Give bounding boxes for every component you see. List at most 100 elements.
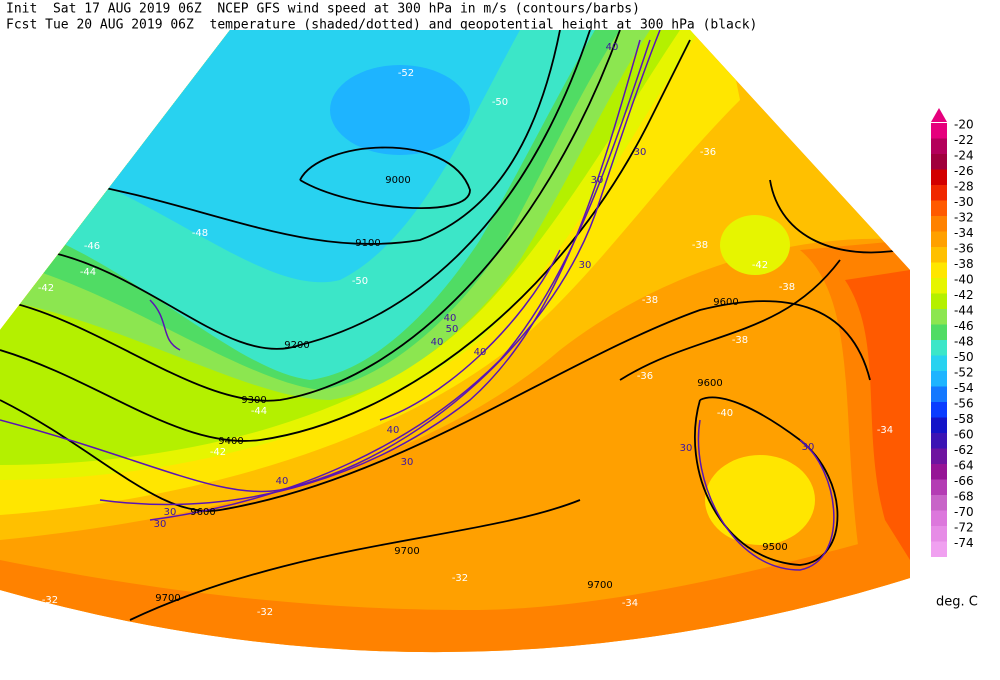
temperature-label: -48 xyxy=(192,228,208,239)
colorbar-label: -46 xyxy=(954,319,974,333)
colorbar-swatch xyxy=(931,278,947,294)
colorbar-swatch xyxy=(931,169,947,185)
colorbar-swatch xyxy=(931,154,947,170)
colorbar-swatch xyxy=(931,526,947,542)
temperature-label: -38 xyxy=(779,282,795,293)
colorbar-swatch xyxy=(931,448,947,464)
wind-label: 30 xyxy=(634,147,647,158)
colorbar-label: -52 xyxy=(954,366,974,380)
colorbar-label: -74 xyxy=(954,536,974,550)
colorbar-swatch xyxy=(931,293,947,309)
colorbar-swatch xyxy=(931,371,947,387)
colorbar-swatch xyxy=(931,324,947,340)
colorbar-swatch xyxy=(931,495,947,511)
wind-label: 30 xyxy=(164,507,177,518)
wind-label: 30 xyxy=(154,519,167,530)
height-label: 9700 xyxy=(155,593,180,604)
colorbar-swatch xyxy=(931,231,947,247)
colorbar-label: -70 xyxy=(954,505,974,519)
colorbar-swatch xyxy=(931,138,947,154)
wind-label: 30 xyxy=(680,443,693,454)
colorbar-swatch xyxy=(931,200,947,216)
temperature-label: -38 xyxy=(732,335,748,346)
colorbar-swatch xyxy=(931,309,947,325)
colorbar-swatch xyxy=(931,510,947,526)
colorbar-label: -22 xyxy=(954,133,974,147)
colorbar-swatch xyxy=(931,340,947,356)
colorbar-label: -24 xyxy=(954,149,974,163)
colorbar-label: -72 xyxy=(954,521,974,535)
colorbar-label: -66 xyxy=(954,474,974,488)
colorbar-swatch xyxy=(931,262,947,278)
colorbar-label: -42 xyxy=(954,288,974,302)
wind-label: 30 xyxy=(401,457,414,468)
colorbar-swatch xyxy=(931,402,947,418)
colorbar-swatch xyxy=(931,247,947,263)
colorbar-swatch xyxy=(931,185,947,201)
temperature-label: -32 xyxy=(42,595,58,606)
colorbar-label: -58 xyxy=(954,412,974,426)
temperature-label: -42 xyxy=(210,447,226,458)
height-label: 9400 xyxy=(218,436,243,447)
colorbar-label: -54 xyxy=(954,381,974,395)
colorbar-label: -56 xyxy=(954,397,974,411)
header-line: Init Sat 17 AUG 2019 06Z NCEP GFS wind s… xyxy=(6,2,640,17)
colorbar-swatch xyxy=(931,433,947,449)
wind-label: 30 xyxy=(579,260,592,271)
temperature-label: -34 xyxy=(877,425,893,436)
wind-contours xyxy=(0,30,835,571)
colorbar-label: -44 xyxy=(954,304,974,318)
height-label: 9600 xyxy=(190,507,215,518)
colorbar-label: -40 xyxy=(954,273,974,287)
height-label: 9200 xyxy=(284,340,309,351)
colorbar-label: -26 xyxy=(954,164,974,178)
temperature-label: -42 xyxy=(38,283,54,294)
colorbar-label: -30 xyxy=(954,195,974,209)
height-label: 9000 xyxy=(385,175,410,186)
colorbar-swatch xyxy=(931,541,947,557)
colorbar-swatch xyxy=(931,386,947,402)
colorbar-label: -32 xyxy=(954,211,974,225)
shade xyxy=(0,530,910,653)
colorbar-swatch xyxy=(931,216,947,232)
colorbar-swatch xyxy=(931,123,947,139)
wind-label: 30 xyxy=(802,442,815,453)
colorbar-label: -50 xyxy=(954,350,974,364)
temperature-label: -44 xyxy=(251,406,267,417)
height-label: 9100 xyxy=(355,238,380,249)
colorbar: -20-22-24-26-28-30-32-34-36-38-40-42-44-… xyxy=(931,118,974,557)
colorbar-label: -68 xyxy=(954,490,974,504)
colorbar-label: -62 xyxy=(954,443,974,457)
colorbar-swatch xyxy=(931,417,947,433)
temperature-label: -50 xyxy=(492,97,508,108)
wind-label: 40 xyxy=(276,476,289,487)
wind-label: 40 xyxy=(606,42,619,53)
colorbar-unit: deg. C xyxy=(936,595,978,610)
temperature-label: -44 xyxy=(80,267,96,278)
shade xyxy=(845,270,910,560)
wind-label: 40 xyxy=(474,347,487,358)
colorbar-label: -64 xyxy=(954,459,974,473)
height-label: 9300 xyxy=(241,395,266,406)
temperature-label: -32 xyxy=(452,573,468,584)
colorbar-swatch xyxy=(931,355,947,371)
shade xyxy=(720,215,790,275)
colorbar-swatch xyxy=(931,464,947,480)
colorbar-label: -36 xyxy=(954,242,974,256)
colorbar-label: -60 xyxy=(954,428,974,442)
wind-label: 50 xyxy=(446,324,459,335)
colorbar-label: -48 xyxy=(954,335,974,349)
colorbar-label: -28 xyxy=(954,180,974,194)
temperature-label: -52 xyxy=(398,68,414,79)
colorbar-arrow xyxy=(931,108,947,122)
temperature-label: -38 xyxy=(642,295,658,306)
temperature-label: -38 xyxy=(692,240,708,251)
colorbar-label: -20 xyxy=(954,118,974,132)
shade xyxy=(330,65,470,155)
height-label: 9700 xyxy=(394,546,419,557)
temperature-label: -40 xyxy=(717,408,733,419)
height-label: 9500 xyxy=(762,542,787,553)
colorbar-label: -34 xyxy=(954,226,974,240)
height-label: 9700 xyxy=(587,580,612,591)
